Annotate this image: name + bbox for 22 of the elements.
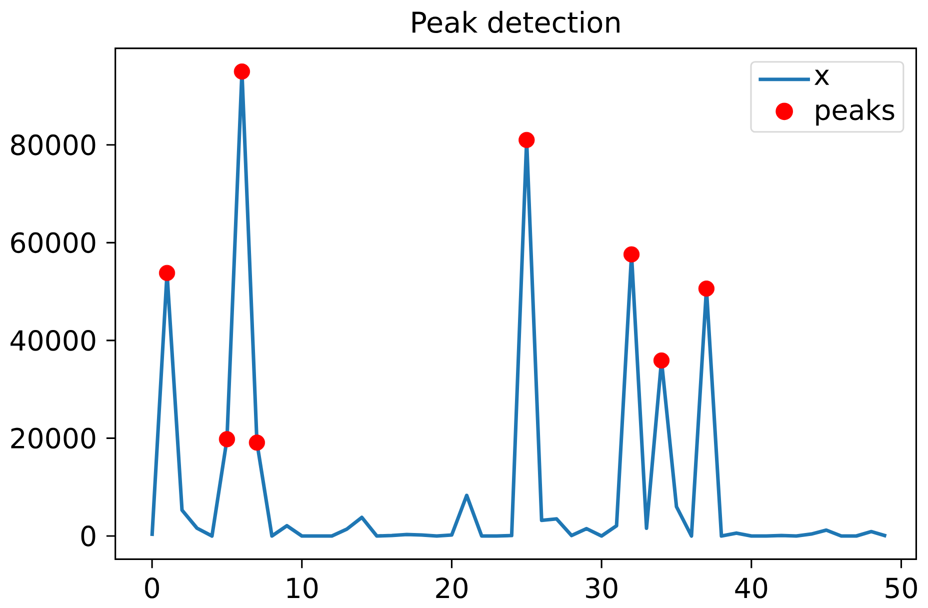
y-tick-label: 20000	[11, 428, 96, 449]
y-tick-label: 80000	[11, 134, 96, 156]
point	[623, 246, 640, 263]
y-tick-label: 60000	[11, 232, 96, 254]
x-tick-label: 50	[886, 578, 917, 599]
point	[653, 352, 670, 369]
x-tick-label: 30	[586, 578, 618, 599]
point	[698, 280, 715, 297]
point	[518, 132, 535, 148]
x-tick-label: 40	[735, 578, 768, 599]
chart-title: Peak detection	[412, 11, 620, 34]
y-tick-label: 0	[81, 526, 96, 547]
x-tick-label: 0	[145, 578, 159, 599]
x-tick-label: 20	[436, 578, 468, 599]
y-tick-label: 40000	[10, 330, 96, 352]
x-tick-label: 10	[287, 578, 318, 599]
point	[234, 64, 250, 80]
point	[158, 265, 176, 282]
point	[248, 434, 266, 451]
legend-label: peaks	[816, 99, 894, 126]
legend-label: x	[814, 70, 830, 86]
point	[218, 431, 236, 448]
